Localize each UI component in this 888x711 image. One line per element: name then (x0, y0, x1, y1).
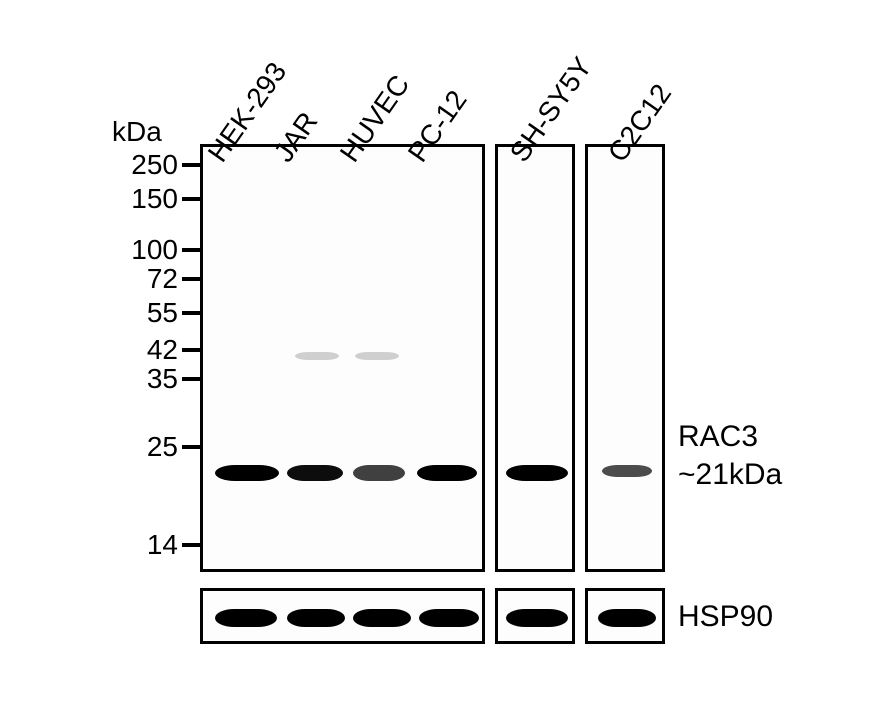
ladder-tick (182, 197, 200, 201)
blot-panel-loading-2 (495, 588, 575, 644)
target-label-rac3: RAC3 (678, 420, 758, 454)
ladder-tick (182, 348, 200, 352)
ladder-mark: 100 (40, 235, 200, 265)
ladder-mark: 42 (40, 335, 200, 365)
blot-panel-loading-1 (200, 588, 485, 644)
ladder-label: 42 (147, 334, 180, 366)
target-size-label: ~21kDa (678, 458, 782, 492)
loading-control-label: HSP90 (678, 600, 773, 634)
ladder-mark: 25 (40, 432, 200, 462)
blot-band (353, 465, 405, 481)
ladder-mark: 14 (40, 530, 200, 560)
ladder-mark: 55 (40, 298, 200, 328)
ladder-tick (182, 445, 200, 449)
blot-panel-main-2 (495, 144, 575, 572)
blot-band (295, 352, 339, 360)
ladder-mark: 72 (40, 264, 200, 294)
molecular-weight-ladder: 250150 1007255 4235 25 14 (40, 20, 200, 590)
ladder-label: 25 (147, 431, 180, 463)
blot-panel-loading-3 (585, 588, 665, 644)
blot-band (215, 465, 279, 481)
ladder-label: 72 (147, 263, 180, 295)
blot-band (419, 609, 479, 627)
blot-band (602, 465, 652, 477)
blot-band (417, 465, 477, 481)
ladder-label: 250 (131, 149, 180, 181)
blot-band (598, 609, 656, 627)
ladder-label: 55 (147, 297, 180, 329)
ladder-label: 35 (147, 363, 180, 395)
ladder-tick (182, 163, 200, 167)
blot-band (215, 609, 277, 627)
blot-band (506, 465, 568, 481)
ladder-label: 14 (147, 529, 180, 561)
blot-band (287, 609, 345, 627)
blot-band (353, 609, 411, 627)
ladder-tick (182, 377, 200, 381)
blot-panel-main-3 (585, 144, 665, 572)
western-blot-figure: kDa 250150100725542352514 RAC3 ~21kDa HS… (40, 20, 850, 700)
ladder-tick (182, 277, 200, 281)
ladder-mark: 250 (40, 150, 200, 180)
blot-band (287, 465, 343, 481)
blot-panel-main-1 (200, 144, 485, 572)
ladder-tick (182, 543, 200, 547)
ladder-tick (182, 248, 200, 252)
ladder-label: 100 (131, 234, 180, 266)
ladder-tick (182, 311, 200, 315)
blot-band (355, 352, 399, 360)
ladder-mark: 35 (40, 364, 200, 394)
blot-band (506, 609, 568, 627)
ladder-label: 150 (131, 183, 180, 215)
ladder-mark: 150 (40, 184, 200, 214)
